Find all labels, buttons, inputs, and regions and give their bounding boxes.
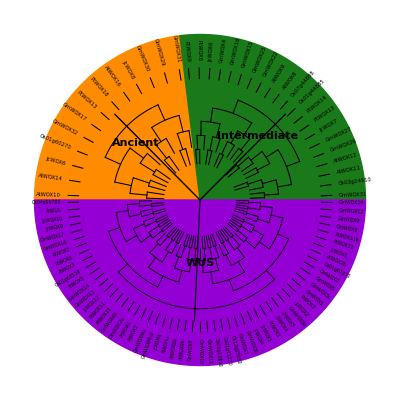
- Text: GmWOX26: GmWOX26: [329, 139, 358, 154]
- Text: GmWOX4: GmWOX4: [219, 38, 228, 63]
- Polygon shape: [180, 34, 366, 200]
- Text: PtWOX1: PtWOX1: [267, 320, 280, 338]
- Text: Os12g28050: Os12g28050: [229, 335, 241, 365]
- Text: AtWOX9: AtWOX9: [272, 63, 288, 84]
- Text: JcWOX2: JcWOX2: [293, 300, 309, 317]
- Text: GmWOX16: GmWOX16: [230, 36, 242, 66]
- Text: JcWOX3: JcWOX3: [260, 324, 272, 342]
- Text: GmWOX18: GmWOX18: [42, 239, 68, 252]
- Text: JcWOX8: JcWOX8: [121, 59, 135, 79]
- Text: JcWOX9: JcWOX9: [46, 224, 64, 232]
- Text: AtWOX2: AtWOX2: [128, 324, 140, 342]
- Text: PtWOX10: PtWOX10: [332, 239, 354, 251]
- Text: JcWOX12: JcWOX12: [83, 294, 102, 313]
- Text: Os01g62310: Os01g62310: [322, 262, 351, 280]
- Text: AtWOX9b: AtWOX9b: [179, 338, 186, 360]
- Text: Os01g11270: Os01g11270: [222, 336, 232, 366]
- Text: AtWOX8: AtWOX8: [281, 70, 298, 90]
- Text: GmWOX11: GmWOX11: [206, 339, 212, 364]
- Text: GmWOX10: GmWOX10: [198, 339, 202, 364]
- Text: GmWOX6: GmWOX6: [336, 224, 359, 233]
- Text: GmWOX17: GmWOX17: [61, 102, 88, 122]
- Text: GmWOX12: GmWOX12: [338, 208, 364, 215]
- Text: PtWOX6: PtWOX6: [196, 40, 202, 61]
- Text: JcWOX1: JcWOX1: [329, 247, 348, 258]
- Text: GmWOX30: GmWOX30: [134, 44, 150, 72]
- Text: GmWOX3: GmWOX3: [237, 333, 248, 355]
- Text: WUS: WUS: [185, 258, 215, 268]
- Text: GmWOX29: GmWOX29: [152, 38, 165, 67]
- Text: GmWOX15: GmWOX15: [241, 40, 255, 69]
- Text: Os03g24910: Os03g24910: [338, 178, 372, 186]
- Text: Os01g44885: Os01g44885: [298, 78, 326, 106]
- Text: PtWOX2: PtWOX2: [298, 294, 316, 311]
- Text: GmWOX2b: GmWOX2b: [108, 315, 126, 339]
- Polygon shape: [34, 200, 366, 366]
- Text: PtWOX11: PtWOX11: [89, 300, 107, 320]
- Text: GmWOX2: GmWOX2: [318, 269, 340, 284]
- Text: AtWOX1: AtWOX1: [120, 320, 133, 338]
- Text: PtWOX11b: PtWOX11b: [334, 232, 359, 242]
- Text: PtXOMu: PtXOMu: [162, 335, 171, 353]
- Text: GmWOX31: GmWOX31: [339, 192, 367, 198]
- Text: GmWOX13: GmWOX13: [74, 288, 96, 309]
- Text: JcWOX7: JcWOX7: [319, 118, 339, 133]
- Text: PtWOX13: PtWOX13: [313, 105, 336, 123]
- Text: AtWOX11: AtWOX11: [336, 166, 361, 175]
- Text: GmWOX5: GmWOX5: [314, 276, 335, 292]
- Text: GmWOXMu: GmWOXMu: [133, 327, 148, 353]
- Text: PtWOX15: PtWOX15: [96, 306, 113, 325]
- Text: AtWOX3: AtWOX3: [280, 311, 295, 329]
- Text: AtWOX16: AtWOX16: [103, 65, 122, 88]
- Text: PtWOX14: PtWOX14: [306, 95, 328, 114]
- Text: Os04g56780: Os04g56780: [32, 200, 61, 206]
- Text: GmWOX9: GmWOX9: [338, 216, 360, 224]
- Text: GmWOX22: GmWOX22: [262, 50, 280, 78]
- Text: GmWOX27: GmWOX27: [325, 126, 352, 143]
- Text: JcXOMu: JcXOMu: [153, 333, 163, 350]
- Text: GmWOX32: GmWOX32: [52, 118, 79, 136]
- Text: GmWOX31: GmWOX31: [171, 34, 181, 63]
- Text: JcWOX4: JcWOX4: [252, 327, 264, 345]
- Text: GmWOX17: GmWOX17: [40, 232, 66, 243]
- Text: AtWOX14: AtWOX14: [38, 173, 63, 182]
- Text: PtWOX7: PtWOX7: [52, 247, 71, 258]
- Polygon shape: [34, 36, 200, 200]
- Text: GmWOX8: GmWOX8: [188, 339, 194, 361]
- Text: AtWOX7: AtWOX7: [59, 262, 78, 275]
- Text: Os01g63510: Os01g63510: [54, 269, 82, 288]
- Text: PtWOX4: PtWOX4: [274, 315, 288, 334]
- Text: GmWOX3c: GmWOX3c: [309, 282, 332, 301]
- Text: PtWOX18: PtWOX18: [89, 77, 109, 98]
- Text: GmWOX25: GmWOX25: [252, 45, 268, 73]
- Text: AtWOX2b: AtWOX2b: [326, 254, 348, 268]
- Text: Os07g44888: Os07g44888: [290, 69, 316, 98]
- Text: JcWOX10: JcWOX10: [41, 216, 62, 224]
- Text: AtWOX5: AtWOX5: [68, 276, 86, 290]
- Text: PtWOX9: PtWOX9: [184, 40, 190, 62]
- Text: PtWOX13: PtWOX13: [76, 90, 98, 110]
- Text: GmWOX5b: GmWOX5b: [287, 306, 306, 328]
- Text: Os01g13810: Os01g13810: [214, 338, 222, 368]
- Text: AtWOX8b: AtWOX8b: [170, 336, 178, 359]
- Text: GmWOX6b: GmWOX6b: [101, 311, 120, 334]
- Text: Os01g60270: Os01g60270: [38, 134, 72, 151]
- Text: Intermediate: Intermediate: [216, 130, 298, 140]
- Text: GmWOX1: GmWOX1: [304, 288, 324, 307]
- Text: PtWOX8: PtWOX8: [55, 254, 74, 266]
- Text: AtWOX10: AtWOX10: [36, 192, 61, 198]
- Text: GmWOXMu2: GmWOXMu2: [141, 330, 155, 359]
- Text: Ancient: Ancient: [112, 138, 159, 148]
- Text: JcWOX6: JcWOX6: [208, 41, 214, 62]
- Text: AtWOX12: AtWOX12: [333, 152, 358, 164]
- Text: GmWOX24: GmWOX24: [339, 200, 364, 205]
- Text: JcWOX6: JcWOX6: [46, 156, 66, 166]
- Text: GmWOX14: GmWOX14: [68, 282, 91, 301]
- Text: AtWUS: AtWUS: [46, 208, 62, 214]
- Text: GmWOX3b: GmWOX3b: [245, 330, 258, 355]
